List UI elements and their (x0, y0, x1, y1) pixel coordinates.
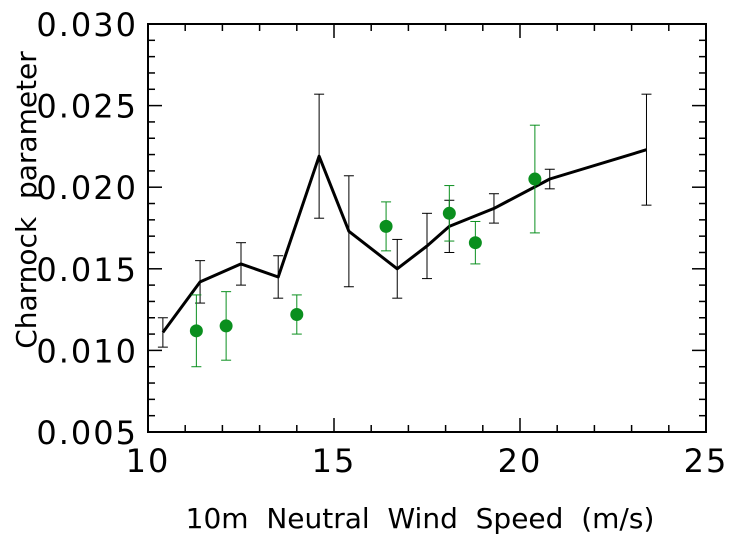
axis-tick-labels: 10 15 20 25 0.005 0.010 0.015 0.020 0.025 0.030 (36, 6, 729, 480)
axis-ticks (147, 23, 707, 433)
green-point (528, 172, 542, 186)
y-tick-label: 0.025 (36, 88, 138, 126)
plot-frame (147, 23, 707, 433)
y-tick-label: 0.020 (36, 169, 138, 207)
green-point (468, 236, 482, 250)
plot-border (147, 23, 707, 433)
x-tick-label: 20 (498, 442, 543, 480)
green-point (219, 319, 233, 333)
x-tick-label: 10 (126, 442, 171, 480)
black-series (157, 93, 652, 348)
green-point (442, 206, 456, 220)
green-point (189, 324, 203, 338)
green-series (189, 124, 542, 368)
x-tick-label: 15 (312, 442, 357, 480)
x-tick-label: 25 (684, 442, 729, 480)
y-tick-label: 0.015 (36, 251, 138, 289)
y-tick-label: 0.010 (36, 332, 138, 370)
y-axis-title: Charnock parameter (10, 51, 43, 349)
x-axis-title: 10m Neutral Wind Speed (m/s) (186, 502, 655, 535)
y-tick-label: 0.030 (36, 6, 138, 44)
green-point (379, 219, 393, 233)
y-tick-label: 0.005 (36, 414, 138, 452)
green-point (290, 307, 304, 321)
black-series-line (161, 148, 647, 334)
